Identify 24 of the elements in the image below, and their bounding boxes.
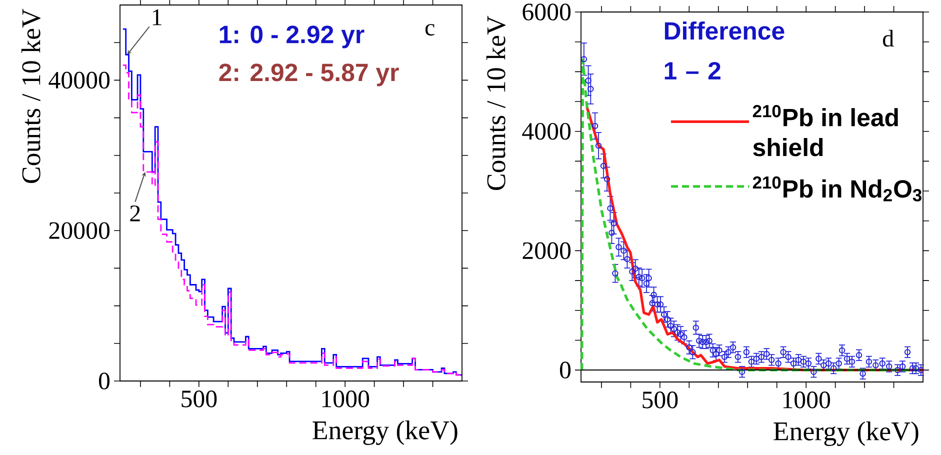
- annotation: c: [425, 24, 434, 36]
- x-tick-label: 500: [182, 390, 217, 408]
- x-tick-label: 1000: [783, 392, 830, 408]
- annotation: 2: [130, 205, 140, 222]
- legend-label: $^{210}$Pb in lead shield: [752, 104, 898, 156]
- y-tick-label: 2000: [522, 242, 571, 260]
- y-tick-label: 0: [560, 362, 571, 378]
- y-axis-title: Counts / 10 keV: [21, 8, 40, 184]
- x-axis-title: Energy (keV): [774, 422, 918, 446]
- legend-label: $^{210}$Pb in Nd$_{2}$O$_{3}$: [752, 176, 922, 202]
- x-axis-title: Energy (keV): [312, 420, 458, 445]
- x-tick-label: 500: [642, 392, 678, 408]
- annotation: Difference 1 – 2: [664, 21, 784, 80]
- y-tick-label: 20000: [49, 222, 110, 240]
- y-tick-label: 4000: [522, 122, 571, 140]
- annotation: 2: 2.92 - 5.87 yr: [219, 64, 399, 86]
- y-tick-label: 6000: [522, 4, 571, 20]
- y-tick-label: 0: [98, 372, 110, 390]
- x-tick-label: 1000: [322, 390, 370, 408]
- annotation: d: [883, 30, 894, 47]
- annotation: 1: 0 - 2.92 yr: [220, 26, 364, 48]
- annotation: 1: [152, 9, 162, 26]
- y-tick-label: 40000: [48, 72, 110, 89]
- y-axis-title: Counts / 10 keV: [486, 16, 506, 190]
